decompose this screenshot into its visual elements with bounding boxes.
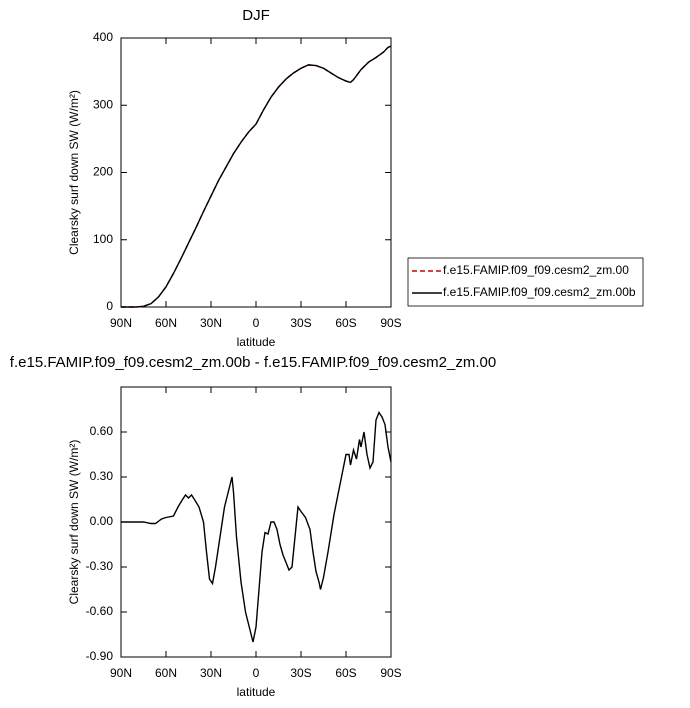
x-tick-label: 90N [110,666,132,680]
x-tick-label: 30S [290,666,311,680]
y-axis-label: Clearsky surf down SW (W/m²) [67,90,81,255]
y-tick-label: -0.60 [86,604,114,618]
legend-label: f.e15.FAMIP.f09_f09.cesm2_zm.00 [443,263,629,277]
x-tick-label: 0 [253,316,260,330]
data-line [121,411,392,643]
x-tick-label: 30N [200,316,222,330]
x-axis-label: latitude [237,335,276,349]
y-tick-label: 0.00 [90,514,114,528]
y-tick-label: 300 [93,97,113,111]
y-tick-label: 0.60 [90,424,114,438]
plot-frame [120,37,392,308]
data-line [121,45,392,308]
y-tick-label: -0.90 [86,649,114,663]
y-tick-label: -0.30 [86,559,114,573]
legend-label: f.e15.FAMIP.f09_f09.cesm2_zm.00b [443,285,636,299]
x-tick-label: 90N [110,316,132,330]
x-axis-label: latitude [237,685,276,699]
x-tick-label: 60N [155,666,177,680]
y-tick-label: 400 [93,30,113,44]
x-tick-label: 60S [335,666,356,680]
x-tick-label: 30S [290,316,311,330]
y-tick-label: 100 [93,232,113,246]
y-tick-label: 0 [106,299,113,313]
plot-frame [120,386,392,658]
x-tick-label: 30N [200,666,222,680]
data-line [121,45,392,308]
legend-box [407,257,644,307]
x-tick-label: 60S [335,316,356,330]
x-tick-label: 60N [155,316,177,330]
chart-title: f.e15.FAMIP.f09_f09.cesm2_zm.00b - f.e15… [10,354,496,371]
y-tick-label: 0.30 [90,469,114,483]
y-tick-label: 200 [93,165,113,179]
y-axis-label: Clearsky surf down SW (W/m²) [67,440,81,605]
x-tick-label: 0 [253,666,260,680]
chart-title: DJF [242,7,270,24]
x-tick-label: 90S [380,666,401,680]
x-tick-label: 90S [380,316,401,330]
